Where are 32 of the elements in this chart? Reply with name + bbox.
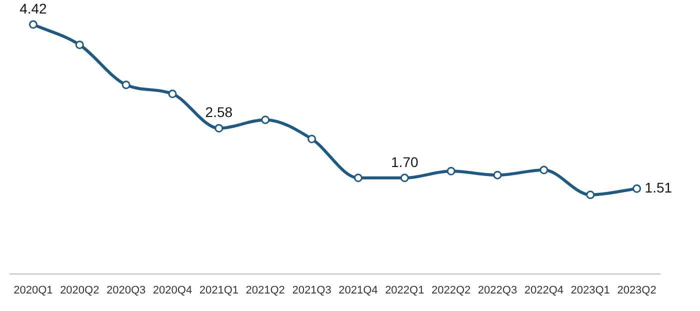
x-tick-label: 2023Q1 [570, 284, 610, 296]
x-tick-label: 2022Q3 [478, 284, 518, 296]
data-label: 4.42 [20, 0, 48, 16]
data-label: 1.70 [391, 154, 418, 170]
point [540, 166, 548, 174]
point [122, 80, 130, 90]
x-tick-label: 2021Q2 [246, 284, 285, 296]
x-tick-label: 2020Q4 [152, 284, 192, 296]
point [28, 20, 38, 29]
x-tick-label: 2021Q3 [292, 284, 332, 296]
x-tick-label: 2021Q4 [338, 284, 378, 296]
x-tick-label: 2020Q2 [60, 284, 100, 296]
point [261, 116, 270, 124]
x-tick-label: 2022Q4 [524, 284, 564, 296]
x-tick-label: 2020Q1 [14, 284, 53, 296]
x-tick-label: 2021Q1 [199, 284, 239, 296]
data-label: 1.51 [644, 179, 672, 196]
point [400, 174, 409, 182]
point [446, 166, 456, 176]
point [214, 124, 224, 133]
x-tick-label: 2023Q2 [617, 284, 656, 296]
x-tick-label: 2022Q1 [385, 284, 424, 296]
point [586, 190, 595, 200]
point [632, 184, 642, 193]
point [168, 90, 177, 98]
point [493, 170, 502, 180]
point [354, 174, 362, 182]
point [75, 40, 84, 50]
point [308, 134, 316, 144]
data-label: 2.58 [205, 104, 233, 120]
x-tick-label: 2022Q2 [431, 284, 471, 296]
x-tick-label: 2020Q3 [106, 284, 146, 296]
